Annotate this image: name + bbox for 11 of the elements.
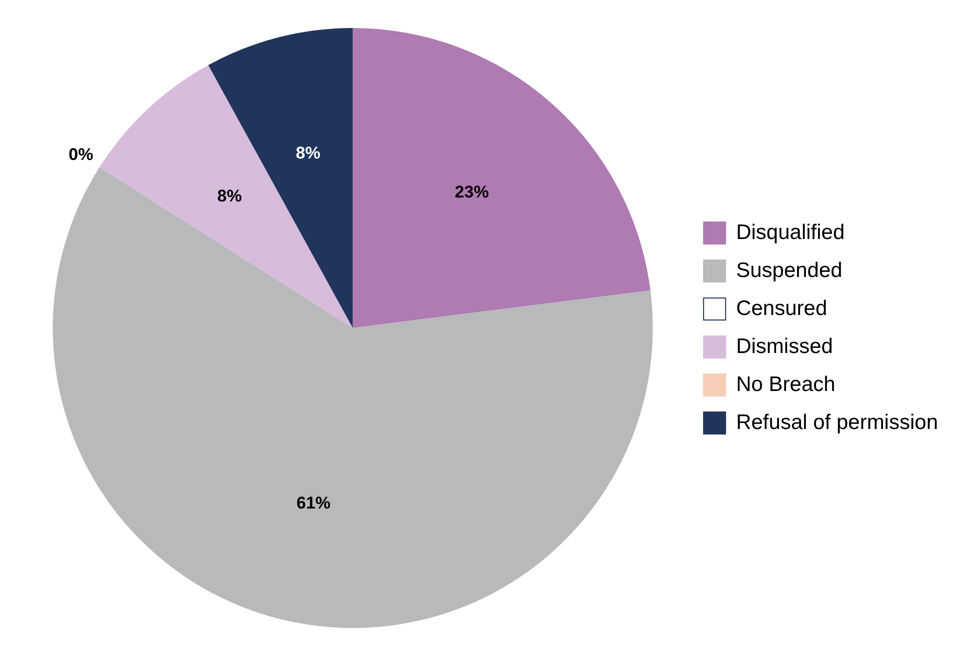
legend-label: Suspended [736, 258, 842, 282]
legend-label: Dismissed [736, 334, 833, 358]
legend-label: Censured [736, 296, 828, 320]
data-label: 23% [454, 182, 489, 202]
legend-label: Refusal of permission [736, 410, 938, 434]
text: 0% [68, 145, 94, 164]
data-label: 8% [217, 186, 242, 206]
legend-label: Disqualified [736, 220, 845, 244]
data-label: 61% [296, 493, 331, 512]
data-label: 8% [296, 143, 320, 162]
legend-label: No Breach [736, 372, 836, 396]
